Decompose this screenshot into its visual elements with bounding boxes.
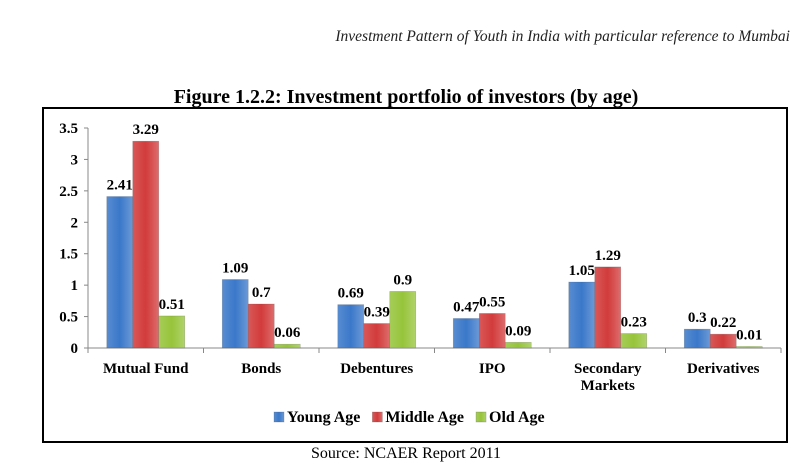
data-label: 1.05	[569, 263, 595, 279]
bar-middle-age	[363, 323, 391, 349]
y-tick-label: 3	[71, 152, 79, 168]
data-label: 2.41	[107, 178, 133, 194]
x-category-label: Mutual Fund	[103, 361, 189, 377]
bar-young-age	[106, 196, 134, 349]
bar-young-age	[337, 304, 365, 349]
x-category-label: Derivatives	[687, 361, 760, 377]
y-tick-label: 2	[71, 215, 79, 231]
legend-label: Old Age	[489, 409, 545, 426]
data-label: 0.22	[710, 315, 736, 331]
y-tick-label: 3.5	[59, 121, 78, 137]
bar-young-age	[568, 281, 596, 349]
chart-frame	[42, 107, 788, 443]
data-label: 0.69	[338, 286, 364, 302]
legend-swatch	[475, 411, 487, 423]
data-label: 0.47	[453, 299, 480, 315]
y-tick-label: 1.5	[59, 247, 78, 263]
bar-middle-age	[709, 333, 737, 349]
data-label: 0.23	[621, 315, 647, 331]
data-label: 0.01	[736, 328, 762, 344]
y-tick-label: 2.5	[59, 184, 78, 200]
bar-old-age	[389, 291, 417, 349]
data-label: 1.29	[595, 248, 621, 264]
legend-swatch	[273, 411, 285, 423]
x-category-label: IPO	[479, 361, 506, 377]
data-label: 1.09	[222, 260, 248, 276]
bar-old-age	[620, 333, 648, 349]
data-label: 0.3	[688, 310, 707, 326]
y-tick-label: 0.5	[59, 310, 78, 326]
bar-old-age	[735, 346, 763, 349]
y-tick-label: 0	[71, 341, 79, 357]
legend-label: Young Age	[287, 409, 360, 426]
bar-middle-age	[478, 313, 506, 349]
bar-young-age	[452, 318, 480, 349]
bar-middle-age	[132, 140, 160, 349]
y-tick-label: 1	[71, 278, 79, 294]
bar-middle-age	[594, 266, 622, 349]
running-header: Investment Pattern of Youth in India wit…	[335, 28, 790, 45]
data-label: 0.55	[479, 294, 505, 310]
data-label: 0.39	[364, 304, 390, 320]
x-category-label: Debentures	[340, 361, 413, 377]
bar-young-age	[221, 279, 249, 349]
data-label: 3.29	[133, 122, 159, 138]
bar-old-age	[158, 315, 186, 349]
data-label: 0.7	[252, 285, 271, 301]
legend-swatch	[372, 411, 383, 423]
chart-source: Source: NCAER Report 2011	[310, 445, 502, 462]
data-label: 0.09	[505, 323, 531, 339]
legend-label: Middle Age	[385, 409, 464, 426]
x-category-label: Bonds	[241, 361, 281, 377]
data-label: 0.06	[274, 325, 301, 341]
data-label: 0.51	[159, 297, 185, 313]
bar-old-age	[504, 342, 532, 349]
bar-young-age	[683, 328, 711, 349]
x-category-label: Markets	[581, 378, 635, 394]
chart-title: Figure 1.2.2: Investment portfolio of in…	[173, 86, 639, 108]
x-category-label: Secondary	[574, 361, 642, 377]
data-label: 0.9	[393, 272, 412, 288]
bar-old-age	[273, 343, 301, 349]
bar-middle-age	[247, 303, 275, 349]
